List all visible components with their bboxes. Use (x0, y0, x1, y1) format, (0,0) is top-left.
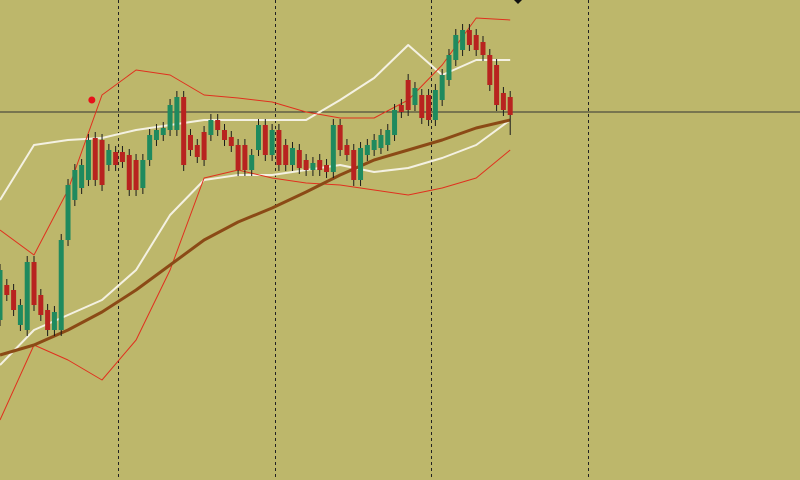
candle-body (24, 262, 30, 330)
candle-body (45, 310, 51, 330)
candle-body (31, 262, 37, 305)
candle-body (494, 65, 500, 105)
candle-body (181, 97, 187, 165)
arrow-icon (514, 0, 522, 4)
signal-dot (88, 96, 96, 104)
candle-body (119, 152, 125, 162)
candle-body (480, 42, 486, 55)
candle-body (385, 130, 391, 145)
candle-body (85, 140, 91, 180)
indicator-line (0, 119, 511, 366)
candle-body (358, 148, 364, 180)
candle-body (0, 270, 3, 320)
candle-body (446, 55, 452, 80)
candle-body (269, 130, 275, 155)
candle-body (140, 160, 146, 188)
candle-body (133, 160, 139, 190)
candle-body (473, 35, 479, 50)
candle-body (174, 97, 180, 130)
candle-body (215, 120, 221, 130)
candle-body (106, 150, 112, 165)
candle-body (419, 95, 425, 118)
candle-body (398, 105, 404, 112)
candle-body (344, 145, 350, 155)
candle-body (262, 125, 268, 155)
candle-body (507, 97, 513, 115)
candle-body (378, 135, 384, 148)
candle-body (337, 125, 343, 150)
indicator-line (0, 118, 511, 357)
candle-body (364, 145, 370, 155)
candle-body (92, 138, 98, 180)
candle-body (242, 145, 248, 170)
indicator-line (0, 149, 511, 421)
candle-body (371, 140, 377, 150)
candle-body (324, 165, 330, 172)
candle-body (65, 185, 71, 240)
candle-body (58, 240, 64, 330)
candle-body (290, 148, 296, 165)
candle-body (453, 35, 459, 60)
candle-body (79, 165, 85, 188)
candle-body (426, 95, 432, 120)
candle-body (160, 128, 166, 135)
candle-body (487, 55, 493, 85)
candle-body (351, 150, 357, 180)
candle-body (330, 125, 336, 172)
candle-body (99, 140, 105, 185)
candle-body (38, 295, 44, 315)
candle-body (51, 312, 57, 330)
candle-body (276, 130, 282, 165)
candle-body (432, 90, 438, 120)
candle-body (439, 75, 445, 100)
candle-body (412, 88, 418, 105)
candle-body (283, 145, 289, 165)
candle-body (11, 290, 17, 310)
candle-body (201, 132, 207, 160)
candle-body (466, 30, 472, 45)
candle-body (296, 150, 302, 168)
candle-body (317, 160, 323, 170)
candle-body (392, 110, 398, 135)
candle-body (126, 155, 132, 190)
indicator-line (0, 44, 511, 201)
candle-body (153, 130, 159, 140)
candle-body (167, 105, 173, 130)
candle-body (208, 120, 214, 135)
candle-body (17, 305, 23, 325)
candle-body (310, 163, 316, 170)
candle-body (221, 130, 227, 140)
candle-body (147, 135, 153, 160)
candle-body (249, 155, 255, 170)
candle-body (228, 137, 234, 146)
candle-body (4, 285, 10, 295)
candle-body (303, 160, 309, 170)
candle-body (113, 152, 119, 165)
candle-body (235, 145, 241, 170)
candle-body (187, 135, 193, 150)
candle-body (405, 80, 411, 110)
candle-body (72, 170, 78, 200)
candle-body (500, 93, 506, 110)
indicator-line (0, 17, 511, 256)
candle-body (256, 125, 262, 150)
candle-body (194, 145, 200, 157)
candle-body (460, 30, 466, 50)
